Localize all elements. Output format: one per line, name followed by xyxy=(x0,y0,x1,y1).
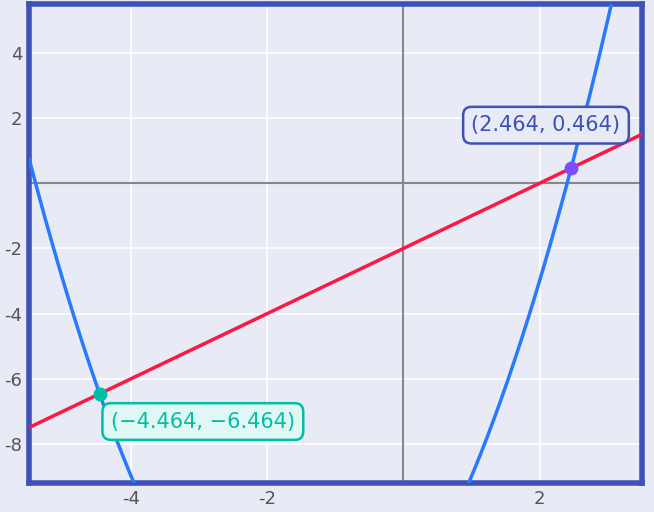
Text: (−4.464, −6.464): (−4.464, −6.464) xyxy=(111,412,295,432)
Text: (2.464, 0.464): (2.464, 0.464) xyxy=(472,115,621,135)
